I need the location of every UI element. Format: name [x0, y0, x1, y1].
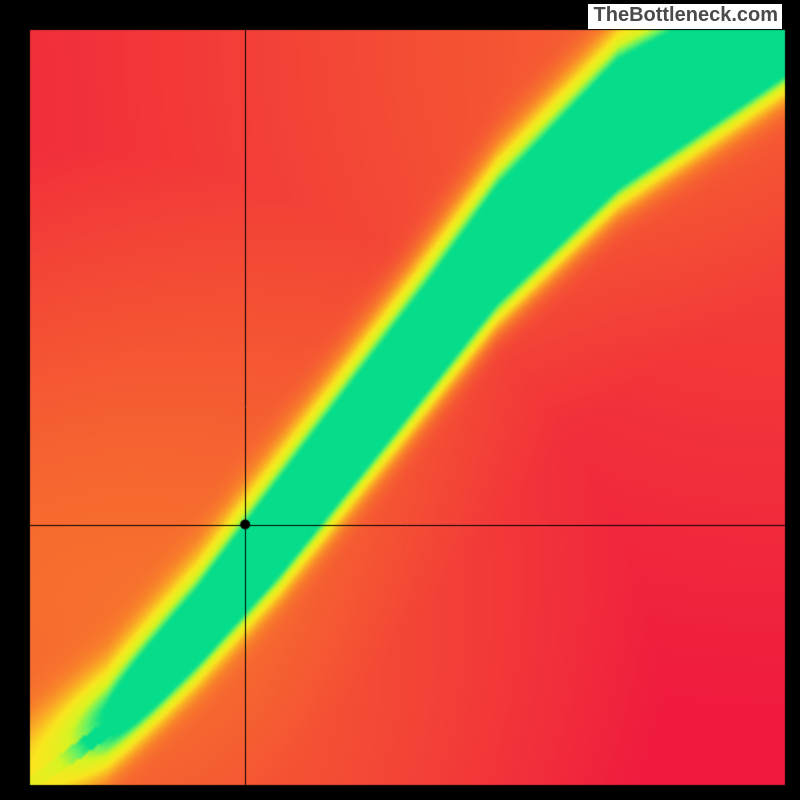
crosshair-overlay	[0, 0, 800, 800]
attribution-label: TheBottleneck.com	[588, 4, 782, 29]
chart-stage: TheBottleneck.com	[0, 0, 800, 800]
